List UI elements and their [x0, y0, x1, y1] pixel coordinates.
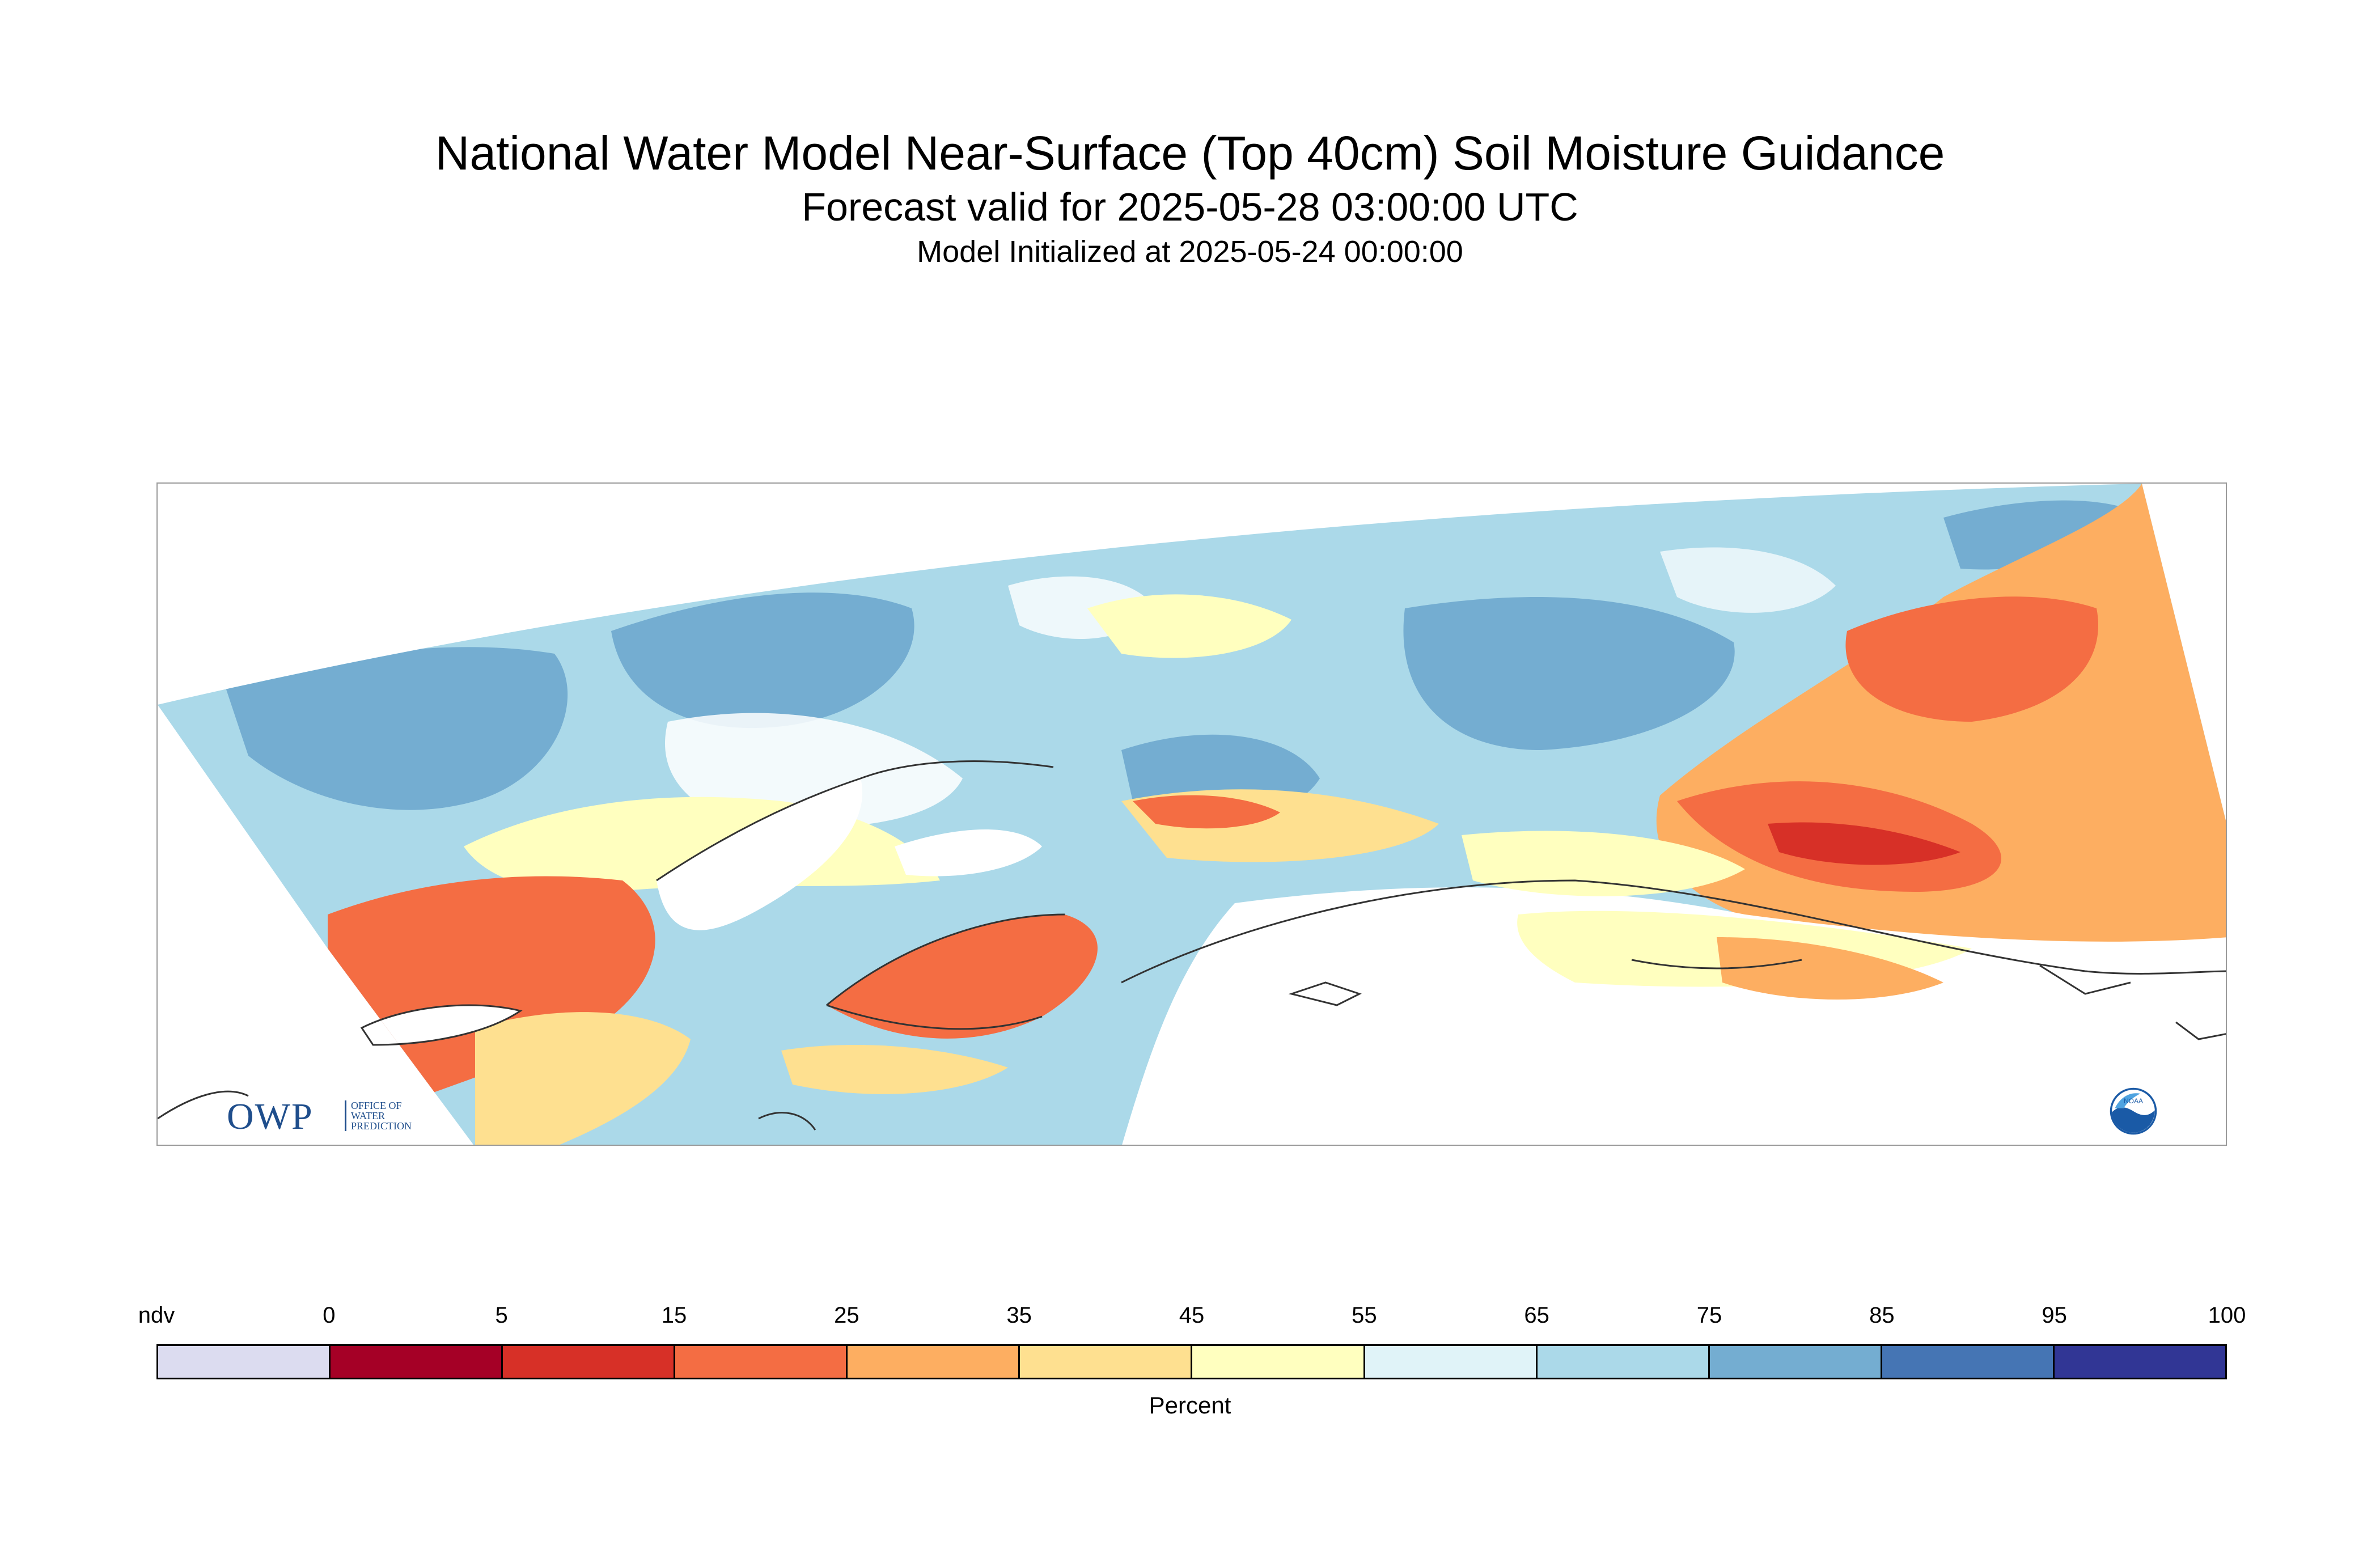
owp-logo-line2: WATER: [351, 1110, 385, 1121]
owp-logo-letters: OWP: [227, 1096, 314, 1137]
colorbar-tick-label: 5: [495, 1303, 508, 1328]
owp-logo-line3: PREDICTION: [351, 1120, 412, 1132]
colorbar-tick-label: 100: [2208, 1303, 2246, 1328]
colorbar-tick-label: 15: [661, 1303, 687, 1328]
colorbar-swatch: [675, 1346, 848, 1378]
colorbar-swatch: [1537, 1346, 1710, 1378]
colorbar-tick-label: 45: [1179, 1303, 1205, 1328]
forecast-valid-time: Forecast valid for 2025-05-28 03:00:00 U…: [802, 185, 1578, 229]
colorbar-swatch: [2054, 1346, 2225, 1378]
colorbar-swatch: [1020, 1346, 1193, 1378]
colorbar-swatch: [331, 1346, 503, 1378]
colorbar-swatch: [1192, 1346, 1365, 1378]
svg-text:NOAA: NOAA: [2124, 1097, 2143, 1105]
colorbar-unit-label: Percent: [1149, 1392, 1231, 1418]
soil-moisture-map: [158, 484, 2226, 1145]
map-title: National Water Model Near-Surface (Top 4…: [435, 126, 1945, 180]
colorbar-tick-label: 65: [1524, 1303, 1549, 1328]
map-panel[interactable]: [156, 482, 2227, 1146]
colorbar-tick-label: 85: [1869, 1303, 1895, 1328]
colorbar-swatch: [1365, 1346, 1538, 1378]
colorbar-tick-label: 55: [1352, 1303, 1377, 1328]
colorbar-swatch: [848, 1346, 1020, 1378]
owp-logo-line1: OFFICE OF: [351, 1100, 402, 1111]
colorbar-tick-label: 35: [1006, 1303, 1032, 1328]
coastline: [158, 760, 2226, 1130]
colorbar-swatch: [1882, 1346, 2055, 1378]
owp-logo-caption: OFFICE OF WATER PREDICTION: [345, 1100, 442, 1131]
model-init-time: Model Initialized at 2025-05-24 00:00:00: [917, 235, 1463, 269]
colorbar-swatch: [158, 1346, 331, 1378]
colorbar-swatch: [1709, 1346, 1882, 1378]
colorbar-swatch: [503, 1346, 676, 1378]
colorbar-tick-label: 25: [834, 1303, 859, 1328]
colorbar-tick-label: 75: [1696, 1303, 1722, 1328]
colorbar-tick-label: ndv: [138, 1303, 175, 1328]
colorbar-tick-label: 95: [2042, 1303, 2067, 1328]
soil-moisture-field: [158, 484, 2226, 1145]
noaa-logo-icon: NOAA: [2110, 1087, 2157, 1135]
colorbar-tick-label: 0: [323, 1303, 336, 1328]
colorbar: [156, 1344, 2227, 1379]
